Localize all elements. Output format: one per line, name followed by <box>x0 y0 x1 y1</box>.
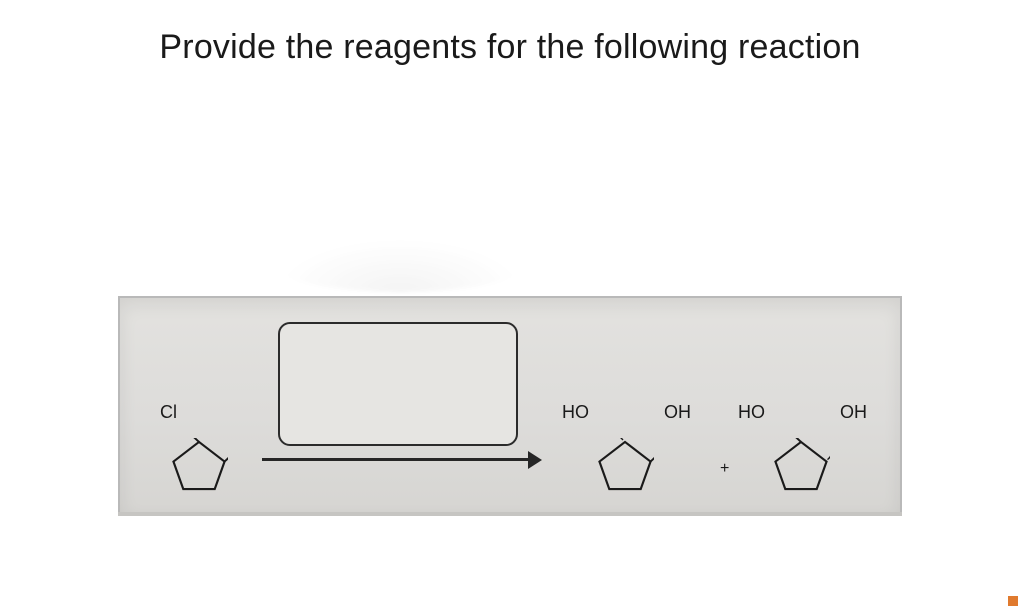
cl-label: Cl <box>160 402 177 423</box>
product-2-ring <box>772 438 830 493</box>
reaction-arrow-head <box>528 451 542 469</box>
product1-oh-label: OH <box>664 402 691 423</box>
starting-material-ring <box>170 438 228 493</box>
question-heading: Provide the reagents for the following r… <box>0 28 1020 67</box>
product-1-ring <box>596 438 654 493</box>
frame-bottom-rail <box>118 512 902 516</box>
shadow-smudge <box>270 236 530 292</box>
product2-ho-label: HO <box>738 402 765 423</box>
product1-ho-label: HO <box>562 402 589 423</box>
reagent-answer-box[interactable] <box>278 322 518 446</box>
reaction-arrow <box>262 458 532 461</box>
corner-accent <box>1008 596 1018 606</box>
page: Provide the reagents for the following r… <box>0 0 1020 608</box>
product2-oh-label: OH <box>840 402 867 423</box>
plus-sign: + <box>720 460 729 478</box>
